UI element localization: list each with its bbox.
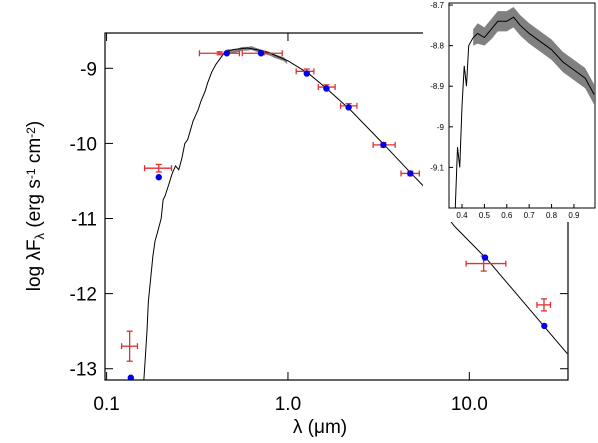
photometry-point	[223, 50, 230, 57]
photometry-point	[541, 322, 548, 330]
inset-background	[423, 0, 598, 222]
photometry-point	[155, 174, 162, 181]
photometry-point	[303, 70, 310, 77]
y-tick-label: -12	[70, 285, 97, 306]
x-tick-label: 0.8	[546, 211, 558, 220]
y-label-part: )	[24, 121, 45, 127]
y-tick-label: -9.1	[430, 163, 444, 172]
inset-area	[454, 7, 595, 208]
photometry-point	[345, 104, 352, 111]
y-label-part: log λF	[24, 239, 45, 291]
x-tick-label: 10.0	[451, 394, 488, 415]
y-label-part: -1	[24, 168, 38, 179]
x-tick-label: 0.1	[93, 394, 119, 415]
photometry-point	[323, 85, 330, 92]
x-axis-label: λ (μm)	[293, 417, 347, 438]
photometry-point	[481, 254, 489, 261]
x-tick-label: 1.0	[275, 394, 301, 415]
y-tick-label: -8.8	[430, 42, 444, 51]
photometry-point	[380, 141, 387, 149]
y-label-part: -2	[24, 127, 38, 138]
main-plot: 0.1 1.0 10.0 -9 -10 -11 -12 -13	[70, 32, 569, 415]
y-axis-label: log λFλ (erg s-1 cm-2)	[24, 121, 47, 291]
photometry-point	[127, 374, 135, 380]
inset-frame	[448, 2, 596, 209]
y-tick-label: -9	[80, 59, 97, 80]
y-tick-label: -11	[71, 210, 97, 231]
plot-area	[120, 46, 568, 380]
model-band	[473, 7, 595, 105]
inset-plot: 0.4 0.5 0.6 0.7 0.8 0.9 -8.7 -8.8 -8.9 -9 -9.1	[423, 0, 598, 222]
photometry-point	[407, 170, 414, 177]
y-tick-label: -10	[70, 134, 97, 155]
y-tick-label: -8.9	[430, 82, 444, 91]
y-tick-label: -13	[70, 360, 97, 381]
model-band	[225, 46, 288, 65]
y-tick-label: -8.7	[430, 1, 444, 10]
x-tick-label: 0.6	[501, 211, 513, 220]
x-tick-label: 0.9	[568, 211, 580, 220]
photometry-point	[257, 50, 265, 57]
y-label-part: λ	[32, 232, 47, 239]
x-tick-label: 0.4	[456, 211, 468, 220]
y-label-part: (erg s	[24, 179, 45, 233]
y-tick-label: -9	[437, 123, 445, 132]
x-tick-label: 0.7	[524, 211, 536, 220]
x-tick-label: 0.5	[479, 211, 491, 220]
y-label-part: cm	[24, 138, 45, 169]
model-line	[143, 47, 568, 380]
model-line	[454, 16, 595, 208]
